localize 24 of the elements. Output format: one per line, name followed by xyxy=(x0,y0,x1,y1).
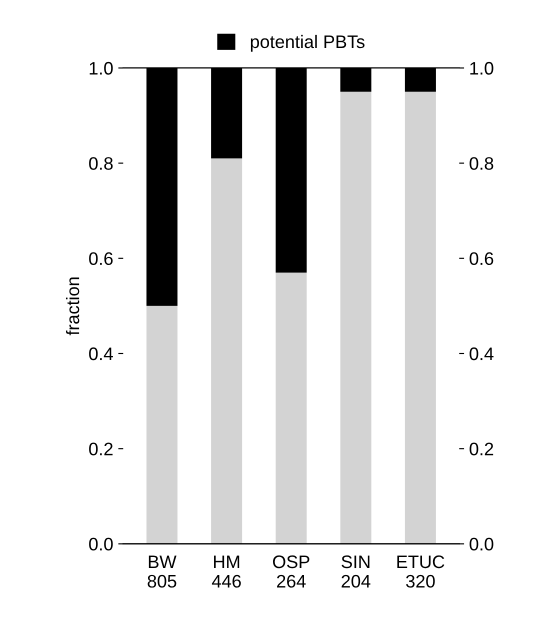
x-tick-label: BW 805 xyxy=(148,556,176,588)
x-tick-label: SIN 204 xyxy=(342,555,370,588)
x-tick-label: ETUC 320 xyxy=(397,555,444,588)
bar xyxy=(340,92,372,544)
y-tick-label: 0.8 xyxy=(89,157,113,170)
y2-tick-label: 0.6 xyxy=(470,252,494,266)
y2-tick-label: 0.2 xyxy=(470,442,494,456)
x-tick-label: HM 446 xyxy=(212,556,241,588)
bar xyxy=(276,272,307,544)
y2-tick-label: 1.0 xyxy=(470,62,494,75)
y2-tick-label: 0.0 xyxy=(470,538,494,551)
bar xyxy=(146,306,178,544)
y2-tick-label: 0.8 xyxy=(470,157,494,170)
bar xyxy=(404,92,436,544)
y-tick-label: 0.0 xyxy=(89,538,113,551)
x-tick-label: OSP 264 xyxy=(272,555,310,588)
y-axis-title: fraction xyxy=(66,277,80,336)
y-tick-label: 0.2 xyxy=(89,442,113,456)
y2-tick-label: 0.4 xyxy=(470,347,494,360)
legend-label: potential PBTs xyxy=(250,34,365,52)
bar xyxy=(211,158,242,544)
y-tick-label: 0.4 xyxy=(89,347,113,360)
y-tick-label: 1.0 xyxy=(90,62,113,75)
y-tick-label: 0.6 xyxy=(89,252,113,266)
